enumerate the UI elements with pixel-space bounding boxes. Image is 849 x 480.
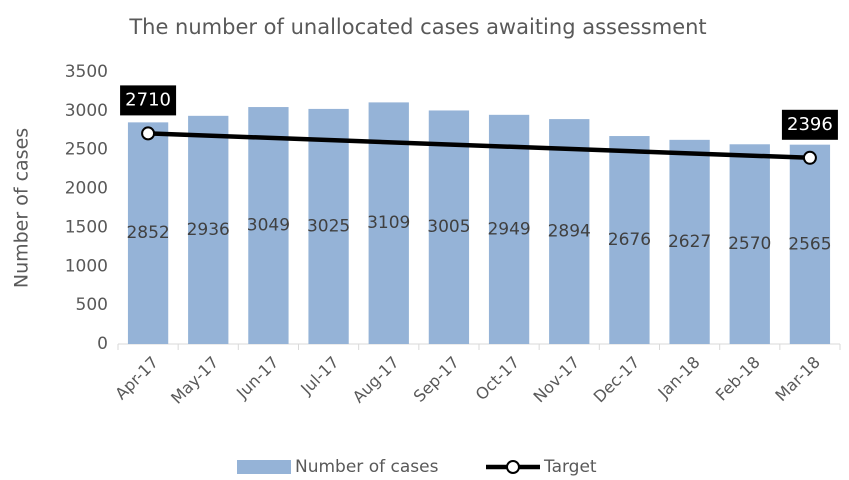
bar: [669, 139, 710, 344]
y-tick-label: 3500: [65, 62, 108, 82]
bar: [248, 107, 289, 345]
y-tick-label: 0: [97, 334, 108, 354]
y-tick-label: 3000: [65, 101, 108, 121]
bar-value-label: 3025: [307, 216, 350, 236]
y-tick-label: 500: [76, 295, 108, 315]
bar-value-label: 3049: [247, 216, 290, 236]
x-tick-label: Feb-18: [712, 353, 764, 405]
x-tick-label: Oct-17: [472, 353, 523, 404]
bar: [308, 108, 349, 345]
bar-value-label: 3109: [367, 213, 410, 233]
bar: [127, 122, 169, 344]
y-tick-label: 1000: [65, 256, 108, 276]
x-tick-label: Apr-17: [111, 353, 162, 404]
x-tick-label: Jul-17: [296, 353, 342, 399]
bar-value-label: 2949: [487, 219, 530, 239]
x-tick-label: Sep-17: [410, 353, 463, 406]
bar: [488, 114, 530, 344]
bar-value-label: 2852: [126, 223, 169, 243]
target-line: [148, 131, 810, 161]
target-label-box: [120, 85, 177, 116]
x-tick-label: Jan-18: [654, 353, 704, 403]
legend-label: Number of cases: [295, 457, 439, 477]
y-axis-label: Number of cases: [11, 128, 33, 288]
bar-value-label: 2565: [788, 234, 831, 254]
legend-marker: [506, 460, 520, 474]
x-tick-label: May-17: [167, 353, 222, 408]
bar-value-label: 2676: [608, 230, 651, 250]
legend-swatch: [237, 460, 291, 474]
bar: [428, 110, 470, 345]
x-tick-label: Mar-18: [771, 353, 824, 406]
target-value-label: 2710: [125, 89, 171, 110]
bar-value-label: 2936: [187, 220, 230, 240]
y-tick-label: 1500: [65, 217, 108, 237]
target-marker: [802, 150, 817, 165]
bar: [188, 115, 229, 344]
bar: [549, 119, 590, 345]
bar-value-label: 3005: [427, 217, 470, 237]
target-label-box: [781, 109, 838, 140]
bar: [729, 144, 770, 344]
x-tick-label: Aug-17: [349, 353, 403, 407]
chart-title: The number of unallocated cases awaiting…: [128, 15, 706, 39]
target-value-label: 2396: [787, 114, 833, 135]
bar: [609, 136, 650, 344]
bar-value-label: 2627: [668, 232, 711, 252]
target-marker: [141, 126, 156, 141]
bar: [789, 144, 831, 344]
legend-label: Target: [543, 457, 597, 477]
x-tick-label: Nov-17: [530, 353, 584, 407]
y-tick-label: 2500: [65, 140, 108, 160]
x-tick-label: Jun-17: [232, 353, 282, 403]
x-tick-label: Dec-17: [590, 353, 644, 407]
y-tick-label: 2000: [65, 179, 108, 199]
bar-value-label: 2894: [548, 222, 591, 242]
bar-value-label: 2570: [728, 234, 771, 254]
